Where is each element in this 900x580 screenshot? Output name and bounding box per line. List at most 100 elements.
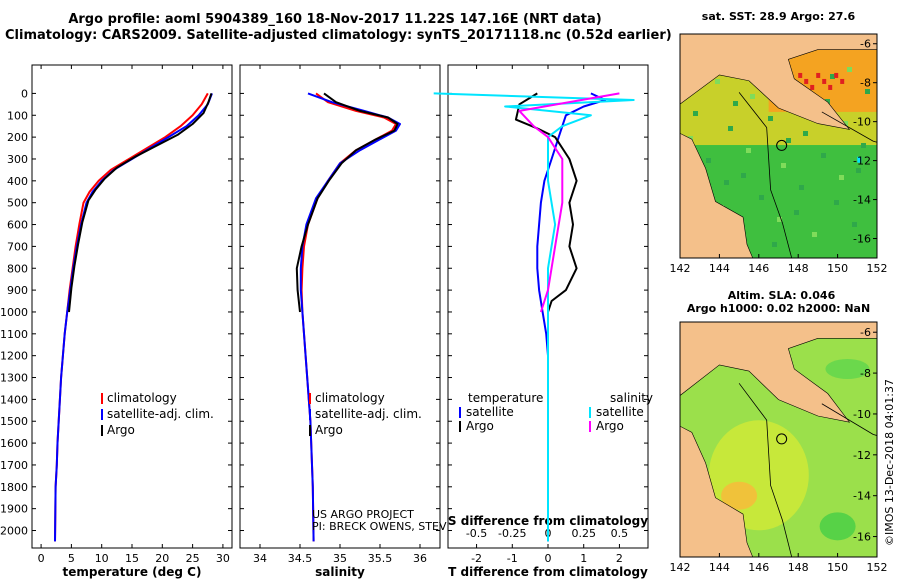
sst-hot-pixel <box>810 84 815 90</box>
x-tick-label: 0 <box>545 552 552 565</box>
map-y-tick-label: -10 <box>853 408 871 421</box>
x-tick-label: 34.5 <box>288 552 313 565</box>
map-header: Altim. SLA: 0.046 <box>728 289 836 302</box>
panel-difference: -2 -1 0 1 2-0.5 -0.25 0 0.25 0.5S difference fro… <box>433 64 653 579</box>
profile-plots: 0100200300400500600700800900100011001200… <box>0 64 653 579</box>
sst-pixel <box>812 232 817 237</box>
sst-hot-pixel <box>828 84 833 90</box>
y-tick-label: 200 <box>7 131 28 144</box>
sst-pixel <box>706 158 711 163</box>
y-tick-label: 300 <box>7 153 28 166</box>
sst-hot-pixel <box>834 72 839 78</box>
map-x-tick-label: 144 <box>709 262 730 275</box>
panel-salinity: 34 34.5 35 35.5 36 salinity climatology satelli… <box>239 64 568 579</box>
land-new-guinea <box>680 34 877 130</box>
map-header: Argo h1000: 0.02 h2000: NaN <box>687 302 870 315</box>
sst-map: 142 144 146 148 150 152 -6 -8 -10 -12 -14 -16 sat. S… <box>670 10 888 275</box>
plot-title-line1: Argo profile: aoml 5904389_160 18-Nov-20… <box>68 12 602 27</box>
x-tick-label: 20 <box>155 552 169 565</box>
map-header: sat. SST: 28.9 Argo: 27.6 <box>702 10 856 23</box>
map-y-tick-label: -8 <box>860 77 871 90</box>
map-y-tick-label: -12 <box>853 155 871 168</box>
sst-pixel <box>772 242 777 247</box>
legend-title-salinity: salinity <box>610 391 653 405</box>
map-x-tick-label: 148 <box>788 561 809 574</box>
sst-pixel <box>803 131 808 136</box>
sst-pixel <box>830 74 835 79</box>
sst-pixel <box>777 217 782 222</box>
x-tick-label: 0 <box>38 552 45 565</box>
x-tick-label: 10 <box>95 552 109 565</box>
map-x-tick-label: 148 <box>788 262 809 275</box>
top-tick-label: 0.25 <box>571 527 596 540</box>
y-tick-label: 2000 <box>0 525 28 538</box>
y-tick-label: 1100 <box>0 328 28 341</box>
y-tick-label: 1300 <box>0 372 28 385</box>
x-tick-label: 35.5 <box>368 552 393 565</box>
sst-hot-pixel <box>822 78 827 84</box>
sst-pixel <box>834 200 839 205</box>
sst-pixel <box>821 153 826 158</box>
y-tick-label: 100 <box>7 109 28 122</box>
map-y-tick-label: -16 <box>853 531 871 544</box>
sst-pixel <box>861 143 866 148</box>
map-x-tick-label: 152 <box>867 262 888 275</box>
legend-label: climatology <box>315 391 385 405</box>
series-argo <box>295 92 399 313</box>
depth-contour <box>738 92 793 258</box>
sst-pixel <box>759 195 764 200</box>
map-x-tick-label: 146 <box>748 262 769 275</box>
top-tick-label: -0.5 <box>466 527 487 540</box>
legend-title-temperature: temperature <box>468 391 543 405</box>
sst-pixel <box>741 173 746 178</box>
x-tick-label: 2 <box>616 552 623 565</box>
map-x-tick-label: 150 <box>827 262 848 275</box>
sst-pixel <box>724 180 729 185</box>
map-y-tick-label: -12 <box>853 449 871 462</box>
sst-pixel <box>839 175 844 180</box>
x-axis-label: T difference from climatology <box>448 565 648 579</box>
sst-pixel <box>847 67 852 72</box>
legend-label: climatology <box>107 391 177 405</box>
sst-pixel <box>786 138 791 143</box>
legend-label: satellite-adj. clim. <box>107 407 214 421</box>
credit-line1: US ARGO PROJECT <box>312 508 414 521</box>
sst-pixel <box>693 111 698 116</box>
land-cape-york <box>680 425 754 557</box>
y-tick-label: 1700 <box>0 459 28 472</box>
sst-pixel <box>794 210 799 215</box>
panel-frame <box>239 64 441 549</box>
sst-pixel <box>856 168 861 173</box>
sla-map: 142 144 146 148 150 152 -6 -8 -10 -12 -14 -16 Altim.… <box>670 289 888 574</box>
x-axis-label: temperature (deg C) <box>63 565 202 579</box>
series-salinity-satellite <box>433 92 635 542</box>
argo-location-marker <box>776 433 788 445</box>
legend-label: satellite-adj. clim. <box>315 407 422 421</box>
land-top <box>680 34 759 44</box>
sst-hot-pixel <box>804 78 809 84</box>
y-tick-label: 900 <box>7 284 28 297</box>
map-x-tick-label: 142 <box>670 561 691 574</box>
sst-pixel <box>715 79 720 84</box>
sst-hot-pixel <box>816 72 821 78</box>
panel-temperature: 0100200300400500600700800900100011001200… <box>0 64 233 579</box>
map-y-tick-label: -14 <box>853 490 871 503</box>
y-tick-label: 1600 <box>0 437 28 450</box>
series-argo <box>68 93 213 313</box>
top-tick-label: 0.5 <box>611 527 629 540</box>
y-tick-label: 600 <box>7 219 28 232</box>
sst-pixel <box>799 185 804 190</box>
sst-pixel <box>852 222 857 227</box>
x-tick-label: -2 <box>471 552 482 565</box>
x-tick-label: 5 <box>68 552 75 565</box>
depth-contour <box>738 383 793 557</box>
sst-hot-pixel <box>798 72 803 78</box>
x-tick-label: 35 <box>333 552 347 565</box>
map-x-tick-label: 150 <box>827 561 848 574</box>
y-tick-label: 1800 <box>0 481 28 494</box>
panel-frame <box>31 64 233 549</box>
sst-pixel <box>746 148 751 153</box>
x-tick-label: 15 <box>125 552 139 565</box>
sst-pixel <box>733 101 738 106</box>
